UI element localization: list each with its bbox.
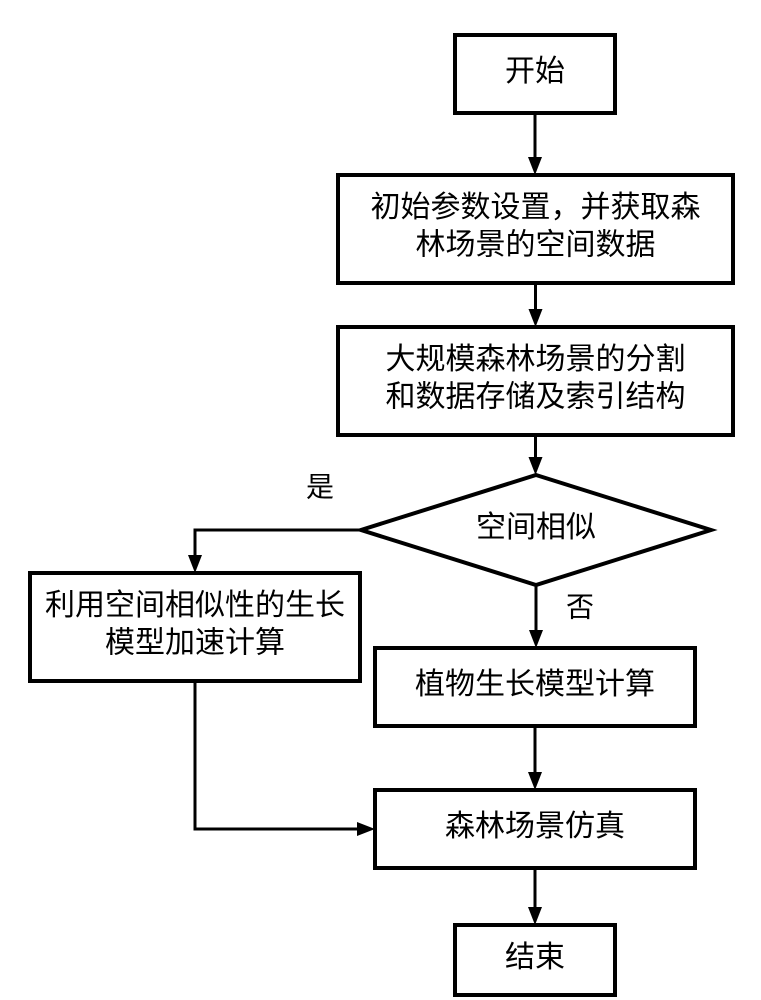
- arrowhead: [188, 555, 202, 573]
- arrowhead: [529, 630, 543, 648]
- node-accel: 利用空间相似性的生长模型加速计算: [30, 573, 360, 681]
- node-start-label: 开始: [505, 55, 565, 88]
- arrowhead: [528, 772, 542, 790]
- edge-accel-sim: [195, 681, 357, 829]
- branch-label-yes: 是: [306, 472, 334, 503]
- arrowhead: [529, 309, 543, 327]
- branch-label-no: 否: [566, 592, 594, 623]
- node-accel-label: 模型加速计算: [105, 627, 285, 660]
- node-start: 开始: [455, 35, 615, 113]
- node-init: 初始参数设置，并获取森林场景的空间数据: [338, 175, 733, 283]
- node-end-label: 结束: [505, 941, 565, 974]
- node-accel-label: 利用空间相似性的生长: [45, 589, 345, 622]
- node-decision: 空间相似: [361, 475, 711, 585]
- node-partition: 大规模森林场景的分割和数据存储及索引结构: [338, 327, 733, 435]
- node-growth: 植物生长模型计算: [375, 648, 695, 726]
- edge-decision-accel: [195, 530, 361, 555]
- node-init-label: 初始参数设置，并获取森: [371, 191, 701, 224]
- node-sim-label: 森林场景仿真: [445, 810, 625, 843]
- nodes-layer: 开始初始参数设置，并获取森林场景的空间数据大规模森林场景的分割和数据存储及索引结…: [30, 35, 733, 995]
- node-partition-label: 大规模森林场景的分割: [386, 343, 686, 376]
- node-init-label: 林场景的空间数据: [416, 229, 656, 262]
- node-partition-label: 和数据存储及索引结构: [386, 381, 686, 414]
- node-sim: 森林场景仿真: [375, 790, 695, 868]
- node-end: 结束: [455, 925, 615, 995]
- arrowhead: [528, 157, 542, 175]
- node-growth-label: 植物生长模型计算: [415, 668, 655, 701]
- arrowhead: [529, 457, 543, 475]
- node-decision-label: 空间相似: [476, 511, 596, 544]
- arrowhead: [528, 907, 542, 925]
- arrowhead: [357, 822, 375, 836]
